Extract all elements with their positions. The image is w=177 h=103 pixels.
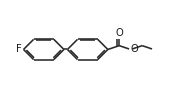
Text: O: O bbox=[131, 44, 139, 54]
Text: F: F bbox=[16, 44, 21, 54]
Text: O: O bbox=[115, 28, 123, 38]
